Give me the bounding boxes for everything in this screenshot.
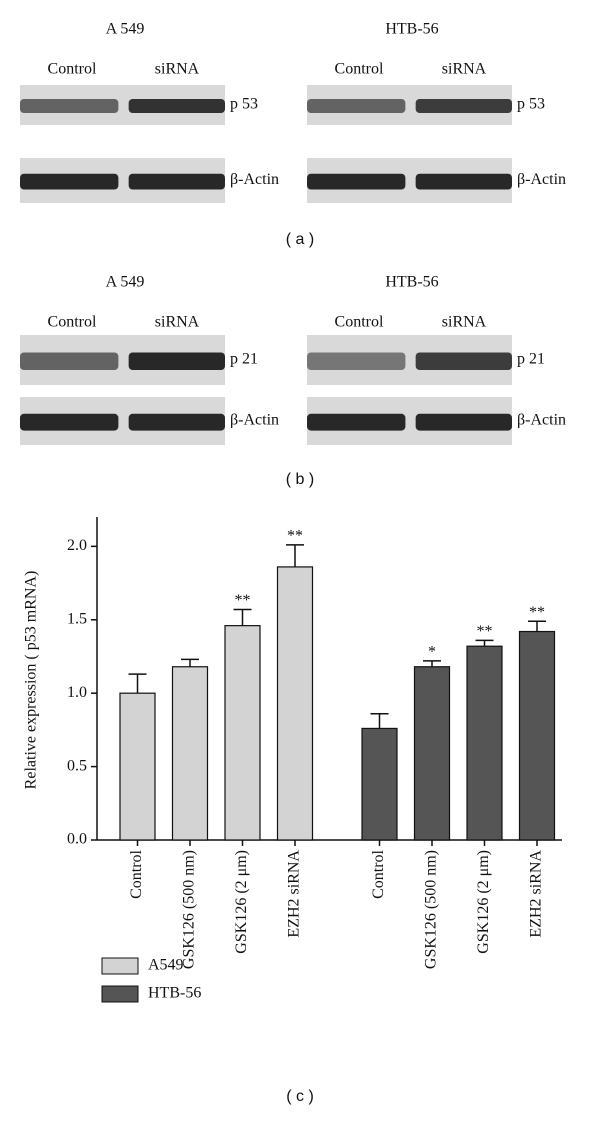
blot-band	[20, 352, 119, 370]
blot-band	[307, 413, 406, 431]
significance-label: **	[287, 528, 303, 545]
blot-band	[20, 99, 119, 113]
x-tick-label: EZH2 siRNA	[528, 850, 545, 938]
blot-band	[307, 173, 406, 190]
blot-band	[128, 413, 225, 431]
legend-label: HTB-56	[148, 985, 201, 1002]
x-tick-label: GSK126 (2 μm)	[475, 850, 492, 954]
x-tick-label: Control	[370, 849, 387, 898]
blot-title: A 549	[106, 21, 145, 38]
bar	[276, 566, 314, 841]
lane-label: siRNA	[155, 314, 200, 331]
bar	[518, 630, 556, 841]
lane-label: siRNA	[155, 61, 200, 78]
caption: ( c )	[286, 1088, 314, 1105]
caption: ( b )	[286, 471, 314, 488]
blot-band	[128, 99, 225, 113]
significance-label: **	[235, 592, 251, 609]
blot-band	[128, 173, 225, 190]
lane-label: siRNA	[442, 61, 487, 78]
blot-band	[415, 99, 512, 113]
row-label: β-Actin	[517, 412, 566, 429]
x-tick-label: GSK126 (500 nm)	[181, 850, 198, 969]
significance-label: **	[477, 623, 493, 640]
blot-band	[415, 173, 512, 190]
y-tick-label: 0.0	[67, 831, 87, 848]
lane-label: Control	[335, 314, 384, 331]
bar	[413, 666, 451, 841]
bar	[171, 666, 209, 841]
bar	[224, 625, 261, 841]
x-tick-label: GSK126 (2 μm)	[233, 850, 250, 954]
y-tick-label: 2.0	[67, 537, 87, 554]
y-tick-label: 0.5	[67, 757, 87, 774]
blot-title: A 549	[106, 274, 145, 291]
blot-title: HTB-56	[385, 274, 438, 291]
legend-swatch	[101, 985, 139, 1003]
blot-band	[415, 352, 512, 370]
lane-label: Control	[335, 61, 384, 78]
lane-label: siRNA	[442, 314, 487, 331]
blot-band	[307, 99, 406, 113]
row-label: p 21	[517, 351, 545, 368]
row-label: p 21	[230, 351, 258, 368]
significance-label: *	[428, 644, 436, 661]
row-label: β-Actin	[230, 412, 279, 429]
caption: ( a )	[286, 231, 314, 248]
y-axis-label: Relative expression ( p53 mRNA)	[23, 571, 40, 790]
bar	[466, 645, 503, 841]
blot-band	[307, 352, 406, 370]
y-tick-label: 1.5	[67, 610, 87, 627]
blot-band	[415, 413, 512, 431]
lane-label: Control	[48, 61, 97, 78]
lane-label: Control	[48, 314, 97, 331]
significance-label: **	[529, 604, 545, 621]
row-label: p 53	[230, 96, 258, 113]
legend-label: A549	[148, 957, 184, 974]
legend-swatch	[101, 957, 139, 975]
blot-band	[20, 173, 119, 190]
bar	[361, 727, 398, 841]
x-tick-label: Control	[128, 849, 145, 898]
blot-band	[20, 413, 119, 431]
blot-title: HTB-56	[385, 21, 438, 38]
y-tick-label: 1.0	[67, 684, 87, 701]
x-tick-label: EZH2 siRNA	[286, 850, 303, 938]
row-label: β-Actin	[517, 171, 566, 188]
blot-band	[128, 352, 225, 370]
x-tick-label: GSK126 (500 nm)	[423, 850, 440, 969]
row-label: β-Actin	[230, 171, 279, 188]
bar	[119, 692, 156, 841]
row-label: p 53	[517, 96, 545, 113]
